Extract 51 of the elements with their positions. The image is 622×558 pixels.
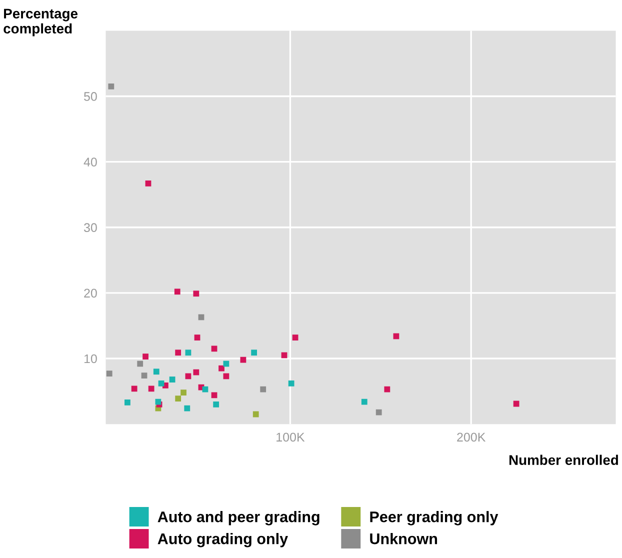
- point: [292, 334, 298, 340]
- point: [211, 346, 218, 352]
- point: [131, 386, 138, 392]
- y-tick-label: 50: [84, 92, 97, 101]
- point: [141, 372, 148, 379]
- point: [260, 386, 266, 392]
- point: [252, 411, 259, 418]
- point: [145, 180, 152, 186]
- legend-label: Peer grading only: [370, 511, 498, 526]
- point: [376, 409, 382, 416]
- point: [213, 401, 220, 408]
- point: [218, 365, 224, 372]
- point: [142, 354, 148, 360]
- point: [223, 373, 230, 380]
- point: [361, 398, 368, 405]
- point: [175, 350, 182, 356]
- point: [193, 369, 200, 376]
- x-axis-title: Number enrolled: [509, 454, 618, 465]
- point: [155, 398, 162, 405]
- point: [175, 396, 182, 402]
- legend-label: Auto grading only: [158, 532, 288, 548]
- point: [223, 360, 230, 367]
- point: [169, 376, 176, 382]
- point: [202, 386, 208, 392]
- y-tick-label: 20: [84, 288, 97, 298]
- point: [174, 288, 180, 295]
- point: [158, 380, 164, 386]
- point: [513, 400, 520, 407]
- point: [240, 356, 246, 363]
- legend-label: Auto and peer grading: [158, 511, 320, 526]
- y-axis-title: Percentage completed: [4, 8, 78, 36]
- point: [185, 350, 192, 356]
- y-tick-label: 10: [84, 354, 97, 364]
- point: [193, 290, 200, 297]
- y-tick-label: 30: [84, 223, 97, 232]
- point: [137, 360, 144, 367]
- y-tick-label: 40: [84, 158, 97, 166]
- point: [251, 350, 257, 356]
- point: [124, 399, 130, 406]
- point: [194, 334, 200, 340]
- point: [180, 390, 186, 396]
- x-tick-label: 100K: [276, 432, 305, 442]
- point: [384, 386, 390, 392]
- point: [153, 368, 160, 375]
- point: [148, 386, 154, 392]
- point: [184, 405, 190, 412]
- legend-label: Unknown: [370, 532, 438, 544]
- point: [288, 380, 294, 386]
- point: [106, 370, 112, 377]
- point: [108, 83, 114, 90]
- x-tick-label: 200K: [457, 432, 486, 442]
